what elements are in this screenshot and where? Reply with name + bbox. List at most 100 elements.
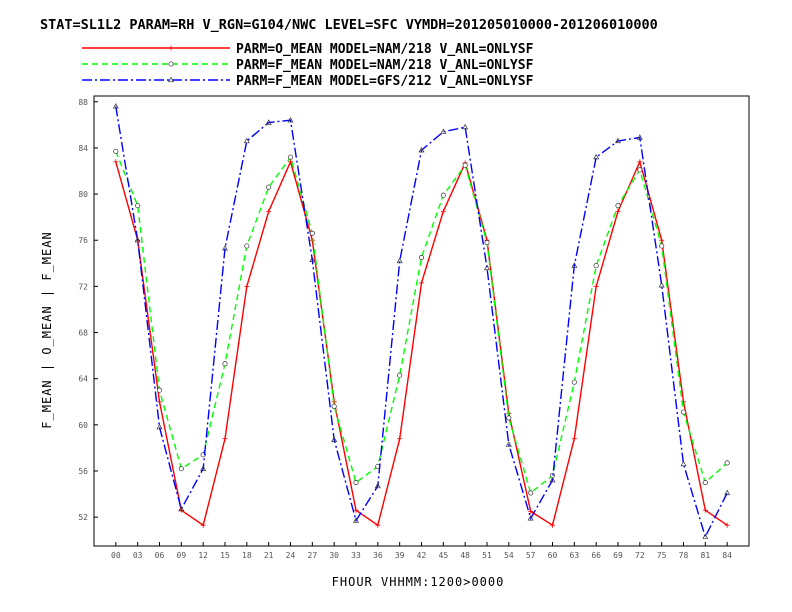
data-point <box>112 103 119 109</box>
y-tick-label: 88 <box>78 98 88 107</box>
x-tick-label: 57 <box>526 551 536 560</box>
data-point <box>549 476 556 483</box>
x-tick-label: 03 <box>133 551 143 560</box>
x-tick-label: 21 <box>264 551 274 560</box>
data-point <box>156 387 163 393</box>
legend: PARM=O_MEAN MODEL=NAM/218 V_ANL=ONLYSFPA… <box>82 42 534 89</box>
data-point <box>571 262 578 268</box>
data-point <box>571 379 577 385</box>
y-axis: 52 56 60 64 68 72 76 80 84 88 <box>78 98 98 522</box>
series-3 <box>112 103 731 539</box>
data-point <box>178 466 184 472</box>
legend-label: PARM=O_MEAN MODEL=NAM/218 V_ANL=ONLYSF <box>236 42 534 57</box>
data-point <box>222 436 228 442</box>
y-tick-label: 72 <box>78 282 88 291</box>
data-point <box>353 517 359 523</box>
y-tick-label: 76 <box>78 236 88 245</box>
y-tick-label: 68 <box>78 329 88 338</box>
series-layer <box>112 103 731 539</box>
y-tick-label: 60 <box>78 421 88 430</box>
legend-item: PARM=F_MEAN MODEL=GFS/212 V_ANL=ONLYSF <box>82 74 534 89</box>
data-point <box>593 263 599 269</box>
x-tick-label: 12 <box>198 551 208 560</box>
data-point <box>724 460 730 466</box>
x-tick-label: 00 <box>111 551 121 560</box>
data-point <box>659 237 665 243</box>
x-axis-label: FHOUR VHHMM:1200>0000 <box>332 575 505 589</box>
y-tick-label: 56 <box>78 467 88 476</box>
data-point <box>309 256 316 262</box>
data-point <box>157 399 162 405</box>
data-point <box>156 423 163 430</box>
data-point <box>134 236 141 243</box>
x-axis: 00 03 06 09 12 15 18 21 24 27 30 33 36 39 42 45 48 51 54 57… <box>111 542 732 560</box>
data-point <box>528 508 534 514</box>
x-tick-label: 39 <box>395 551 405 560</box>
data-point <box>462 123 469 130</box>
data-point <box>135 203 141 209</box>
chart-title: STAT=SL1L2 PARAM=RH V_RGN=G104/NWC LEVEL… <box>40 17 658 33</box>
data-point <box>615 203 621 209</box>
x-tick-label: 81 <box>701 551 711 560</box>
x-tick-label: 15 <box>220 551 230 560</box>
x-tick-label: 30 <box>329 551 339 560</box>
data-point <box>397 436 403 442</box>
x-tick-label: 75 <box>657 551 667 560</box>
series-line <box>115 159 728 527</box>
legend-item: PARM=F_MEAN MODEL=NAM/218 V_ANL=ONLYSF <box>82 58 534 73</box>
x-tick-label: 66 <box>591 551 601 560</box>
data-point <box>288 159 293 165</box>
data-point <box>680 409 687 415</box>
y-tick-label: 84 <box>78 144 88 153</box>
data-point <box>374 482 381 489</box>
data-point <box>309 230 315 236</box>
data-point <box>462 162 468 168</box>
data-point <box>637 167 643 173</box>
data-point <box>440 128 447 134</box>
x-tick-label: 09 <box>177 551 187 560</box>
data-point <box>593 153 600 160</box>
x-tick-label: 45 <box>439 551 449 560</box>
y-tick-label: 80 <box>78 190 88 199</box>
data-point <box>658 281 665 288</box>
x-tick-label: 60 <box>548 551 558 560</box>
series-2 <box>113 148 730 496</box>
data-point <box>593 283 599 289</box>
y-axis-label: F_MEAN | O_MEAN | F_MEAN <box>40 231 54 428</box>
data-point <box>113 159 119 165</box>
data-point <box>528 490 534 496</box>
x-tick-label: 69 <box>613 551 623 560</box>
data-point <box>505 441 512 447</box>
y-tick-label: 64 <box>78 375 88 384</box>
data-point <box>266 208 272 214</box>
x-tick-label: 36 <box>373 551 383 560</box>
data-point <box>418 254 425 261</box>
data-point <box>331 403 337 409</box>
series-1 <box>113 159 730 528</box>
legend-item: PARM=O_MEAN MODEL=NAM/218 V_ANL=ONLYSF <box>82 42 534 57</box>
x-tick-label: 27 <box>308 551 318 560</box>
data-point <box>168 76 174 83</box>
data-point <box>615 137 621 144</box>
data-point <box>571 436 577 442</box>
x-tick-label: 78 <box>679 551 689 560</box>
data-point <box>178 505 185 512</box>
x-tick-label: 48 <box>460 551 470 560</box>
data-point <box>702 479 708 486</box>
data-point <box>287 116 294 123</box>
x-tick-label: 63 <box>570 551 580 560</box>
data-point <box>244 283 250 289</box>
x-tick-label: 54 <box>504 551 514 560</box>
series-line <box>115 151 728 495</box>
x-tick-label: 33 <box>351 551 361 560</box>
data-point <box>724 522 730 528</box>
x-tick-label: 84 <box>722 551 732 560</box>
data-point <box>527 514 534 521</box>
data-point <box>222 361 228 367</box>
data-point <box>397 372 403 378</box>
data-point <box>168 45 174 51</box>
data-point <box>702 507 708 513</box>
data-point <box>265 119 272 125</box>
data-point <box>309 237 315 243</box>
